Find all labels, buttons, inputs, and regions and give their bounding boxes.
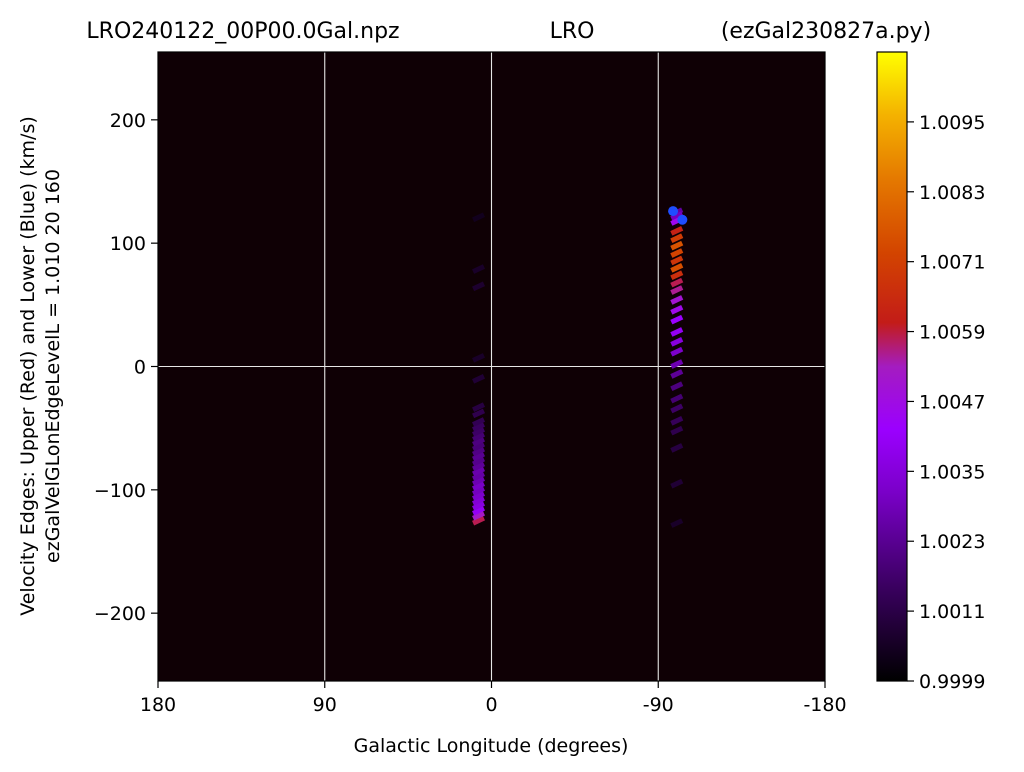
heatmap-cell	[472, 281, 486, 292]
data-marks	[472, 206, 688, 528]
heatmap-cell	[472, 212, 486, 223]
heatmap-cell	[670, 211, 684, 221]
heatmap-cell	[472, 491, 486, 501]
chart-title-left: LRO240122_00P00.0Gal.npz	[86, 19, 399, 44]
heatmap-cell	[670, 415, 684, 426]
heatmap-cell	[670, 304, 684, 315]
grid-lines	[158, 52, 825, 681]
y-axis-ticks: 200 100 0 −100 −200	[94, 110, 158, 625]
colorbar-tick-label: 0.9999	[919, 671, 985, 693]
heatmap-cell	[472, 486, 486, 496]
heatmap-cell	[472, 446, 486, 457]
heatmap-cell	[670, 381, 684, 392]
heatmap-cell	[670, 403, 684, 414]
heatmap-cell	[472, 481, 486, 491]
heatmap-cell	[670, 359, 684, 369]
colorbar-gradient	[876, 51, 908, 682]
y-tick-label: 100	[110, 233, 146, 255]
heatmap-cell	[472, 264, 486, 274]
x-tick-label: 180	[140, 694, 176, 716]
heatmap-cell	[472, 374, 486, 384]
heatmap-cell	[670, 314, 684, 325]
y-tick-label: 0	[134, 357, 146, 379]
heatmap-cell	[472, 471, 486, 482]
colorbar-tick-label: 1.0035	[919, 461, 985, 483]
x-tick-label: -90	[643, 694, 674, 716]
heatmap-cell	[472, 427, 486, 437]
heatmap-cell	[670, 337, 684, 347]
heatmap-cell	[670, 255, 684, 266]
plot-area	[157, 51, 826, 682]
heatmap-cell	[472, 422, 486, 432]
heatmap-cell	[472, 515, 486, 526]
heatmap-cell	[472, 436, 486, 447]
colorbar-tick-label: 1.0023	[919, 531, 985, 553]
heatmap-cell	[670, 478, 684, 489]
heatmap-cell	[670, 277, 684, 288]
colorbar: 1.0095 1.0083 1.0071 1.0059 1.0047 1.0035 1.00…	[876, 51, 985, 693]
y-axis-label-line1: Velocity Edges: Upper (Red) and Lower (B…	[17, 116, 39, 616]
y-tick-label: −200	[94, 603, 146, 625]
edge-marker	[668, 206, 679, 217]
heatmap-cell	[670, 226, 684, 236]
heatmap-cell	[670, 327, 684, 337]
heatmap-cell	[472, 466, 486, 477]
heatmap-cell	[472, 461, 486, 472]
heatmap-cell	[670, 443, 684, 453]
heatmap-cell	[670, 270, 684, 281]
x-tick-label: 0	[485, 694, 497, 716]
colorbar-ticks: 1.0095 1.0083 1.0071 1.0059 1.0047 1.0035 1.00…	[907, 112, 985, 693]
colorbar-tick-label: 1.0059	[919, 322, 985, 344]
heatmap-cell	[472, 353, 486, 363]
heatmap-cell	[472, 451, 486, 462]
heatmap-cell	[472, 441, 486, 452]
heatmap-cell	[472, 456, 486, 467]
heatmap-cell	[670, 346, 684, 357]
x-tick-label: -180	[803, 694, 846, 716]
heatmap-cell	[670, 393, 684, 404]
x-axis-ticks: 180 90 0 -90 -180	[140, 681, 847, 716]
x-axis-label: Galactic Longitude (degrees)	[354, 735, 629, 757]
colorbar-tick-label: 1.0047	[919, 391, 985, 413]
edge-marker	[677, 214, 688, 225]
colorbar-tick-label: 1.0071	[919, 252, 985, 274]
x-tick-label: 90	[313, 694, 337, 716]
heatmap-cell	[472, 431, 486, 442]
heatmap-cell	[670, 248, 684, 258]
heatmap-cell	[670, 518, 684, 528]
heatmap-cell	[670, 240, 684, 251]
colorbar-tick-label: 1.0011	[919, 601, 985, 623]
heatmap-cell	[472, 402, 486, 413]
heatmap-cell	[472, 417, 486, 427]
heatmap-cell	[670, 285, 684, 295]
chart-title-center: LRO	[550, 19, 595, 44]
heatmap-cell	[472, 496, 486, 506]
y-axis-label-line2: ezGalVelGLonEdgeLevelL = 1.010 20 160	[42, 169, 64, 563]
heatmap-cell	[472, 476, 486, 487]
chart-title-right: (ezGal230827a.py)	[721, 19, 931, 44]
heatmap-cell	[472, 408, 486, 419]
heatmap-cell	[670, 369, 684, 379]
heatmap-cell	[472, 501, 486, 511]
y-tick-label: 200	[110, 110, 146, 132]
heatmap-cell	[670, 263, 684, 273]
heatmap-cell	[472, 505, 486, 516]
y-tick-label: −100	[94, 480, 146, 502]
heatmap-cell	[670, 233, 684, 244]
heatmap-cell	[670, 425, 684, 436]
heatmap-cell	[472, 510, 486, 521]
colorbar-tick-label: 1.0083	[919, 182, 985, 204]
heatmap-cell	[670, 295, 684, 305]
colorbar-tick-label: 1.0095	[919, 112, 985, 134]
